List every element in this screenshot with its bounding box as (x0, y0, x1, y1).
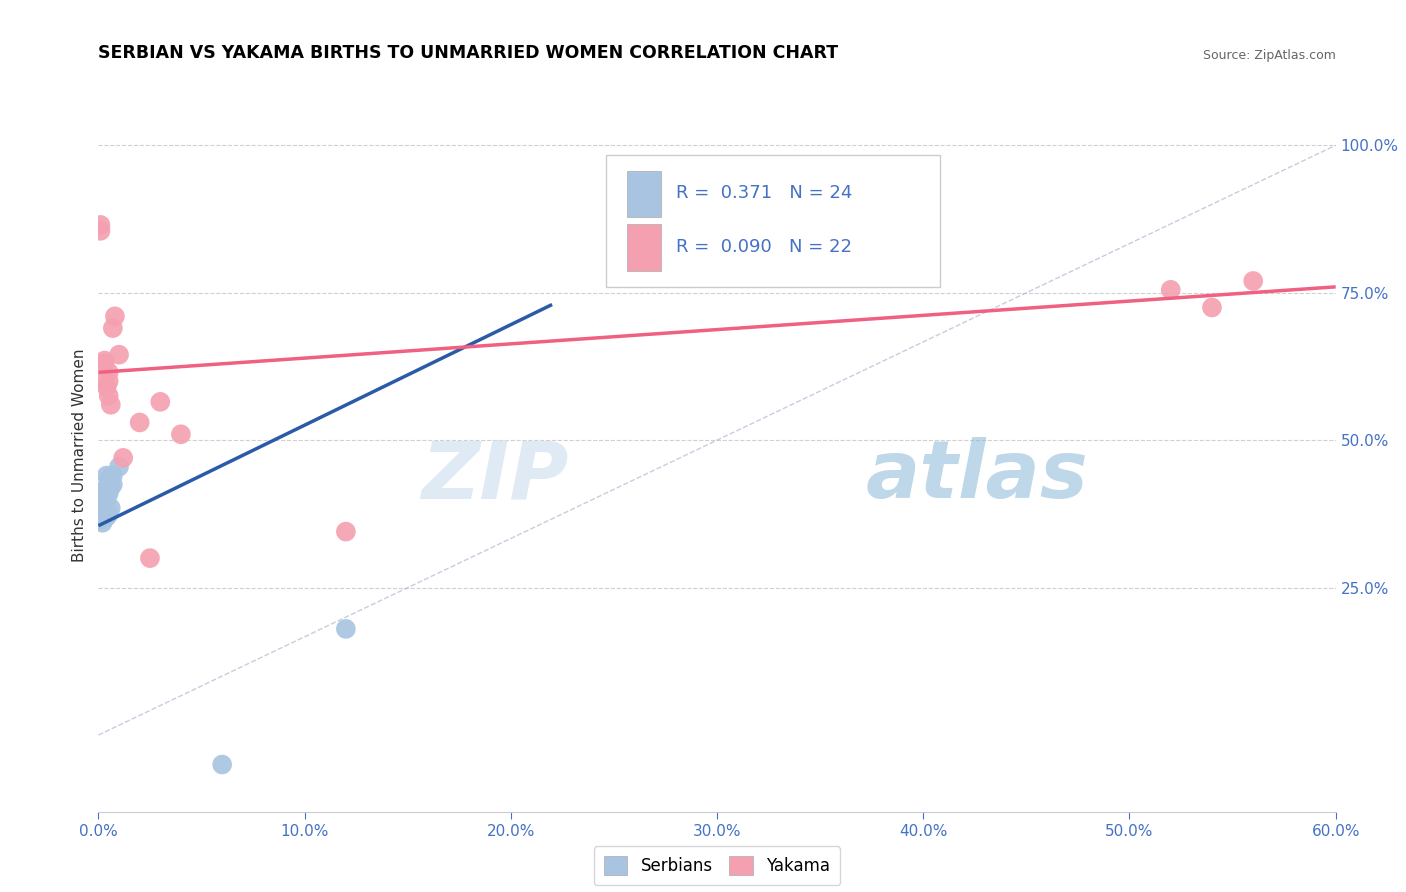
Y-axis label: Births to Unmarried Women: Births to Unmarried Women (72, 348, 87, 562)
FancyBboxPatch shape (606, 155, 939, 287)
Point (108, 459, 131, 474)
Point (96, 468, 118, 483)
Point (97, 471, 120, 485)
Text: atlas: atlas (866, 437, 1088, 516)
Point (101, 468, 124, 483)
Point (89, 224, 111, 238)
Text: ZIP: ZIP (422, 437, 568, 516)
Point (97, 486, 120, 500)
Point (93, 357, 115, 371)
Point (96, 480, 118, 494)
Point (93, 501, 115, 516)
Point (100, 480, 122, 494)
Point (97, 507, 120, 521)
Point (139, 551, 162, 566)
Point (170, 427, 193, 442)
FancyBboxPatch shape (627, 171, 661, 218)
Point (97, 365, 120, 379)
Point (96, 492, 118, 507)
Point (91, 498, 114, 512)
Point (101, 321, 124, 335)
FancyBboxPatch shape (627, 225, 661, 271)
Point (93, 483, 115, 498)
Point (128, 416, 150, 430)
Point (97, 389, 120, 403)
Point (335, 524, 357, 539)
Point (93, 353, 115, 368)
Point (89, 513, 111, 527)
Point (149, 394, 172, 409)
Point (89, 218, 111, 232)
Point (89, 507, 111, 521)
Point (91, 374, 114, 388)
Point (1201, 301, 1223, 315)
Point (100, 501, 122, 516)
Text: R =  0.371   N = 24: R = 0.371 N = 24 (676, 184, 852, 202)
Point (93, 509, 115, 524)
Point (211, 757, 233, 772)
Text: Source: ZipAtlas.com: Source: ZipAtlas.com (1202, 49, 1336, 62)
Point (91, 509, 114, 524)
Point (335, 622, 357, 636)
Point (108, 348, 131, 362)
Point (96, 509, 118, 524)
Point (1160, 283, 1182, 297)
Point (1241, 274, 1264, 288)
Legend: Serbians, Yakama: Serbians, Yakama (593, 847, 841, 886)
Point (93, 492, 115, 507)
Point (97, 374, 120, 388)
Point (112, 450, 135, 465)
Point (91, 516, 114, 530)
Point (104, 310, 127, 324)
Text: R =  0.090   N = 22: R = 0.090 N = 22 (676, 237, 852, 255)
Text: SERBIAN VS YAKAMA BIRTHS TO UNMARRIED WOMEN CORRELATION CHART: SERBIAN VS YAKAMA BIRTHS TO UNMARRIED WO… (98, 45, 838, 62)
Point (101, 477, 124, 491)
Point (96, 380, 118, 394)
Point (89, 504, 111, 518)
Point (100, 398, 122, 412)
